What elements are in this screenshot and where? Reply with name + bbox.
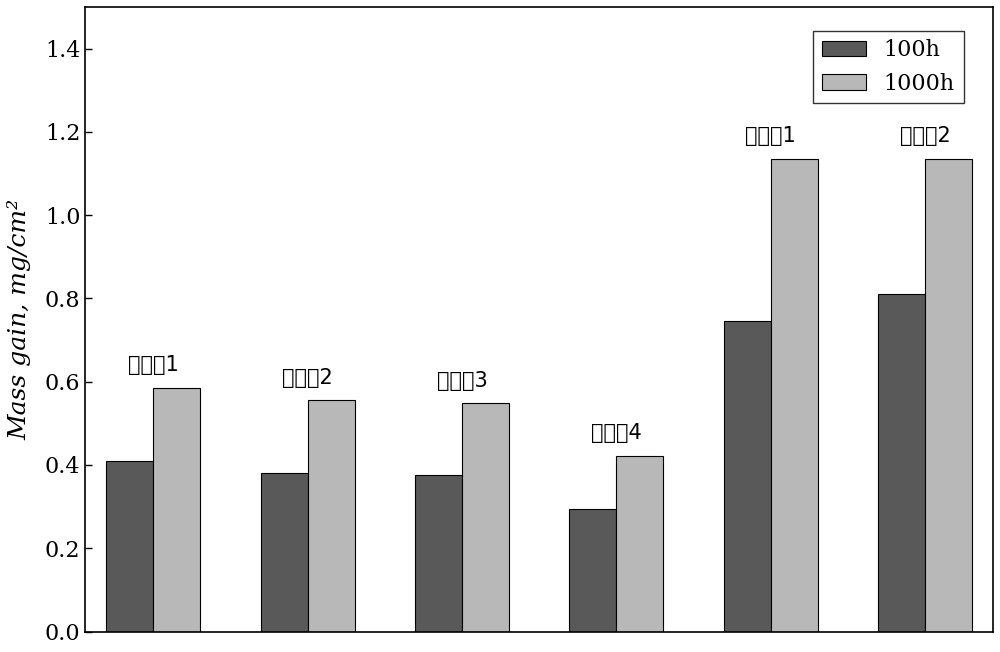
Text: 实施例3: 实施例3: [437, 371, 487, 391]
Bar: [616, 456, 663, 632]
Bar: [308, 400, 355, 632]
Bar: [569, 509, 616, 632]
Bar: [106, 461, 153, 632]
Bar: [415, 475, 462, 632]
Bar: [462, 404, 509, 632]
Text: 对比例2: 对比例2: [900, 126, 951, 147]
Bar: [771, 159, 818, 632]
Bar: [153, 388, 200, 632]
Text: 实施例2: 实施例2: [282, 368, 333, 388]
Bar: [261, 473, 308, 632]
Text: 实施例4: 实施例4: [591, 423, 642, 443]
Text: 实施例1: 实施例1: [128, 355, 179, 376]
Bar: [724, 321, 771, 632]
Text: 对比例1: 对比例1: [745, 126, 796, 147]
Bar: [925, 159, 972, 632]
Legend: 100h, 1000h: 100h, 1000h: [813, 31, 964, 104]
Bar: [878, 294, 925, 632]
Y-axis label: Mass gain, mg/cm²: Mass gain, mg/cm²: [7, 199, 31, 440]
